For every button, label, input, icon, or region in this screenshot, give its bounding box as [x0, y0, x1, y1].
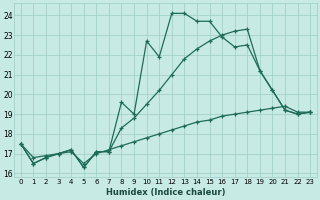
- X-axis label: Humidex (Indice chaleur): Humidex (Indice chaleur): [106, 188, 225, 197]
